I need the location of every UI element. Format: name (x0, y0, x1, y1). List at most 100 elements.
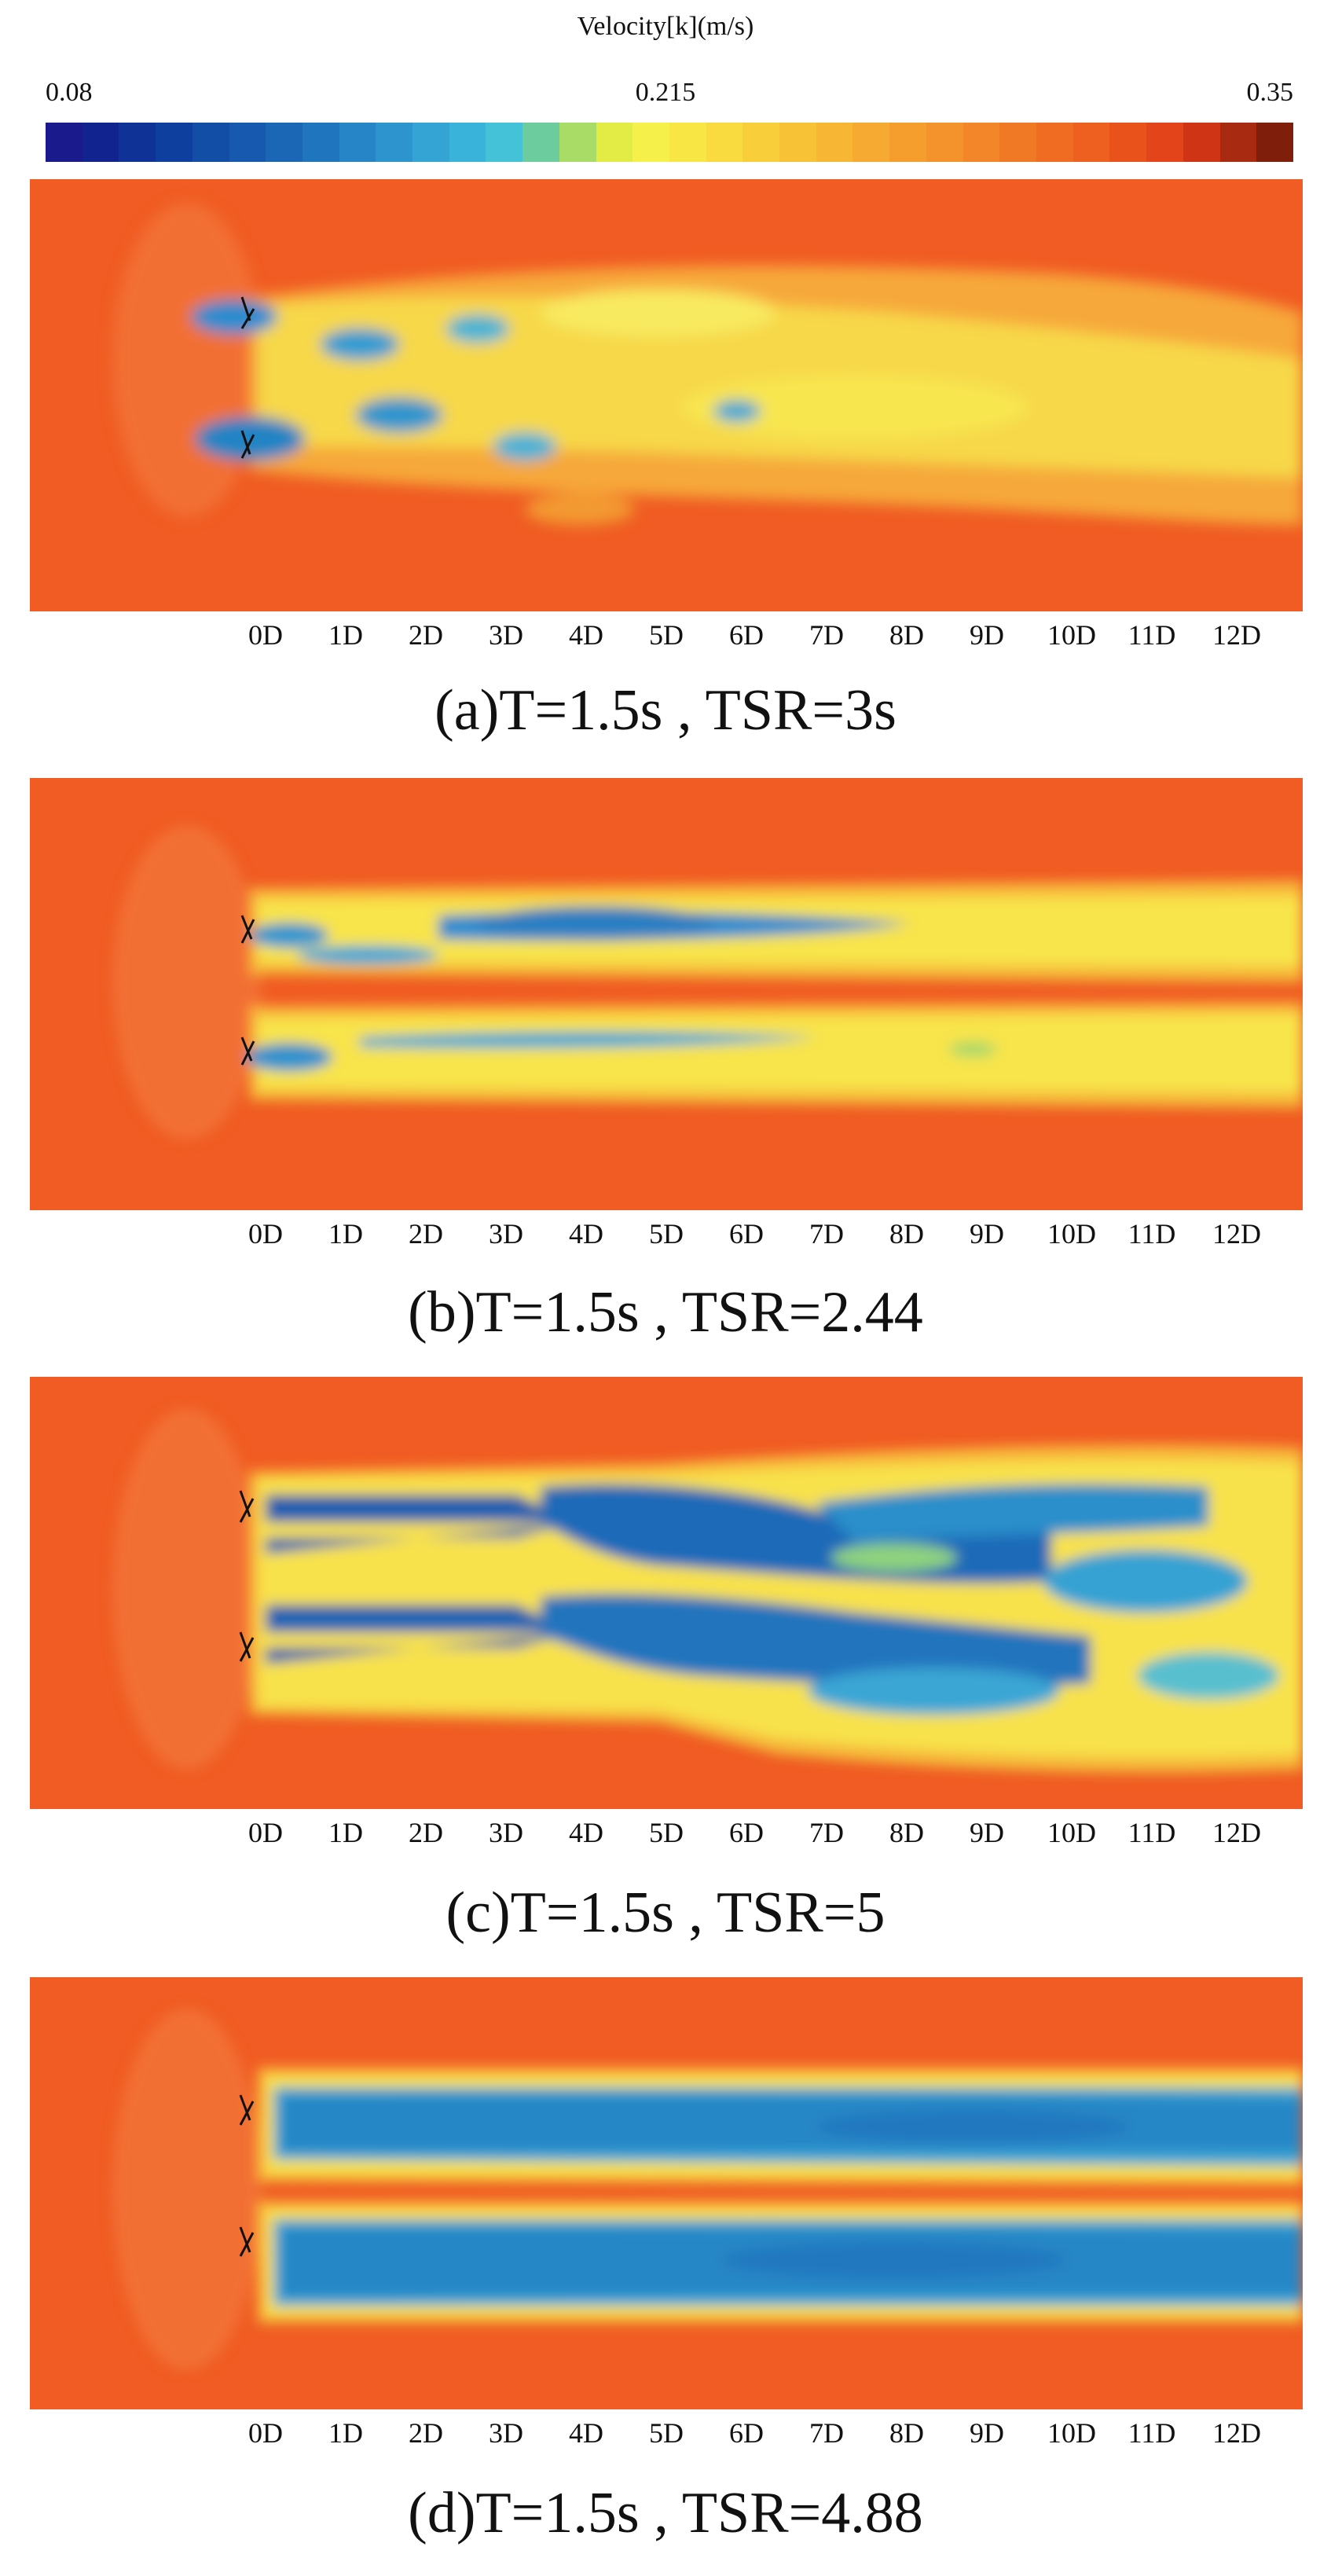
x-tick: 1D (328, 2417, 363, 2449)
colorbar-segment (559, 123, 596, 162)
x-tick: 2D (409, 1218, 443, 1249)
x-tick: 8D (889, 1218, 924, 1249)
x-tick: 10D (1047, 2417, 1096, 2449)
contour-panel-b (30, 778, 1303, 1210)
x-tick: 5D (649, 1817, 684, 1848)
x-tick: 6D (729, 1817, 764, 1848)
contour-panel-d (30, 1977, 1303, 2409)
colorbar-segment (706, 123, 743, 162)
x-axis-panel-a: 0D 1D 2D 3D 4D 5D 6D 7D 8D 9D 10D 11D 12… (0, 619, 1331, 651)
x-tick: 10D (1047, 619, 1096, 651)
x-tick: 4D (569, 1218, 603, 1249)
colorbar-segment (1109, 123, 1147, 162)
x-tick: 3D (489, 1817, 523, 1848)
x-tick: 0D (248, 2417, 283, 2449)
colorbar-segment (522, 123, 559, 162)
colorbar-segment (1036, 123, 1073, 162)
x-tick: 6D (729, 2417, 764, 2449)
x-tick: 12D (1212, 1817, 1261, 1848)
x-tick: 11D (1128, 2417, 1176, 2449)
x-tick: 8D (889, 619, 924, 651)
x-tick: 7D (809, 1817, 844, 1848)
colorbar (46, 123, 1293, 162)
colorbar-segment (46, 123, 82, 162)
colorbar-segment (302, 123, 339, 162)
x-tick: 6D (729, 1218, 764, 1249)
x-tick: 11D (1128, 619, 1176, 651)
x-tick: 12D (1212, 619, 1261, 651)
x-tick: 7D (809, 2417, 844, 2449)
colorbar-segment (852, 123, 890, 162)
colorbar-segment (192, 123, 229, 162)
x-tick: 0D (248, 1817, 283, 1848)
colorbar-max-label: 0.35 (1246, 78, 1294, 107)
x-tick: 6D (729, 619, 764, 651)
x-tick: 7D (809, 1218, 844, 1249)
x-tick: 3D (489, 619, 523, 651)
colorbar-segment (412, 123, 449, 162)
colorbar-segment (449, 123, 486, 162)
colorbar-segment (119, 123, 156, 162)
colorbar-segment (229, 123, 266, 162)
x-tick: 2D (409, 1817, 443, 1848)
x-tick: 10D (1047, 1218, 1096, 1249)
colorbar-segment (1072, 123, 1110, 162)
x-tick: 5D (649, 2417, 684, 2449)
caption-panel-b: (b)T=1.5s , TSR=2.44 (408, 1280, 923, 1345)
x-tick: 12D (1212, 1218, 1261, 1249)
x-tick: 11D (1128, 1218, 1176, 1249)
x-tick: 4D (569, 2417, 603, 2449)
colorbar-segment (742, 123, 780, 162)
x-axis-panel-b: 0D 1D 2D 3D 4D 5D 6D 7D 8D 9D 10D 11D 12… (0, 1218, 1331, 1249)
colorbar-segment (1146, 123, 1183, 162)
colorbar-segment (962, 123, 1000, 162)
x-tick: 0D (248, 1218, 283, 1249)
colorbar-segment (266, 123, 302, 162)
colorbar-title: Velocity[k](m/s) (577, 12, 754, 41)
colorbar-min-label: 0.08 (46, 78, 93, 107)
x-axis-panel-c: 0D 1D 2D 3D 4D 5D 6D 7D 8D 9D 10D 11D 12… (0, 1817, 1331, 1848)
x-tick: 1D (328, 619, 363, 651)
colorbar-segment (339, 123, 376, 162)
x-tick: 2D (409, 2417, 443, 2449)
x-axis-panel-d: 0D 1D 2D 3D 4D 5D 6D 7D 8D 9D 10D 11D 12… (0, 2417, 1331, 2449)
x-tick: 4D (569, 1817, 603, 1848)
colorbar-segment (999, 123, 1036, 162)
colorbar-segment (926, 123, 963, 162)
x-tick: 9D (970, 1218, 1004, 1249)
x-tick: 12D (1212, 2417, 1261, 2449)
x-tick: 5D (649, 1218, 684, 1249)
colorbar-segment (1256, 123, 1293, 162)
contour-panel-a (30, 179, 1303, 611)
x-tick: 9D (970, 1817, 1004, 1848)
x-tick: 5D (649, 619, 684, 651)
x-tick: 3D (489, 1218, 523, 1249)
caption-panel-c: (c)T=1.5s , TSR=5 (446, 1881, 886, 1945)
colorbar-segment (779, 123, 816, 162)
x-tick: 7D (809, 619, 844, 651)
colorbar-segment (82, 123, 119, 162)
x-tick: 10D (1047, 1817, 1096, 1848)
caption-panel-a: (a)T=1.5s , TSR=3s (434, 678, 896, 743)
colorbar-segment (486, 123, 523, 162)
colorbar-segment (632, 123, 669, 162)
x-tick: 9D (970, 619, 1004, 651)
colorbar-segment (596, 123, 633, 162)
colorbar-segment (889, 123, 926, 162)
colorbar-segment (376, 123, 413, 162)
x-tick: 1D (328, 1218, 363, 1249)
colorbar-segment (1182, 123, 1220, 162)
caption-panel-d: (d)T=1.5s , TSR=4.88 (408, 2481, 923, 2545)
x-tick: 0D (248, 619, 283, 651)
x-tick: 9D (970, 2417, 1004, 2449)
x-tick: 4D (569, 619, 603, 651)
colorbar-mid-label: 0.215 (635, 78, 696, 107)
x-tick: 2D (409, 619, 443, 651)
x-tick: 3D (489, 2417, 523, 2449)
contour-panel-c (30, 1377, 1303, 1809)
colorbar-segment (1219, 123, 1257, 162)
x-tick: 8D (889, 2417, 924, 2449)
colorbar-segment (816, 123, 853, 162)
x-tick: 11D (1128, 1817, 1176, 1848)
x-tick: 1D (328, 1817, 363, 1848)
